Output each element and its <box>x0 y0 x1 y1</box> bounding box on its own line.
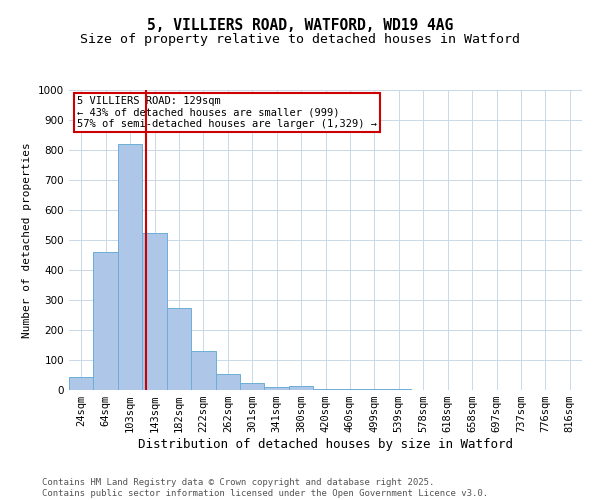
Bar <box>240 382 265 390</box>
Bar <box>191 351 215 390</box>
Bar <box>386 388 411 390</box>
Bar <box>94 252 118 390</box>
Bar <box>338 388 362 390</box>
Bar <box>69 376 94 390</box>
Bar <box>362 389 386 390</box>
Bar <box>142 232 167 390</box>
Bar <box>215 374 240 390</box>
Bar <box>265 387 289 390</box>
Text: 5 VILLIERS ROAD: 129sqm
← 43% of detached houses are smaller (999)
57% of semi-d: 5 VILLIERS ROAD: 129sqm ← 43% of detache… <box>77 96 377 129</box>
Bar <box>167 308 191 390</box>
Bar <box>118 144 142 390</box>
Text: Contains HM Land Registry data © Crown copyright and database right 2025.
Contai: Contains HM Land Registry data © Crown c… <box>42 478 488 498</box>
X-axis label: Distribution of detached houses by size in Watford: Distribution of detached houses by size … <box>138 438 513 451</box>
Text: Size of property relative to detached houses in Watford: Size of property relative to detached ho… <box>80 32 520 46</box>
Text: 5, VILLIERS ROAD, WATFORD, WD19 4AG: 5, VILLIERS ROAD, WATFORD, WD19 4AG <box>147 18 453 32</box>
Y-axis label: Number of detached properties: Number of detached properties <box>22 142 32 338</box>
Bar <box>313 388 338 390</box>
Bar <box>289 386 313 390</box>
